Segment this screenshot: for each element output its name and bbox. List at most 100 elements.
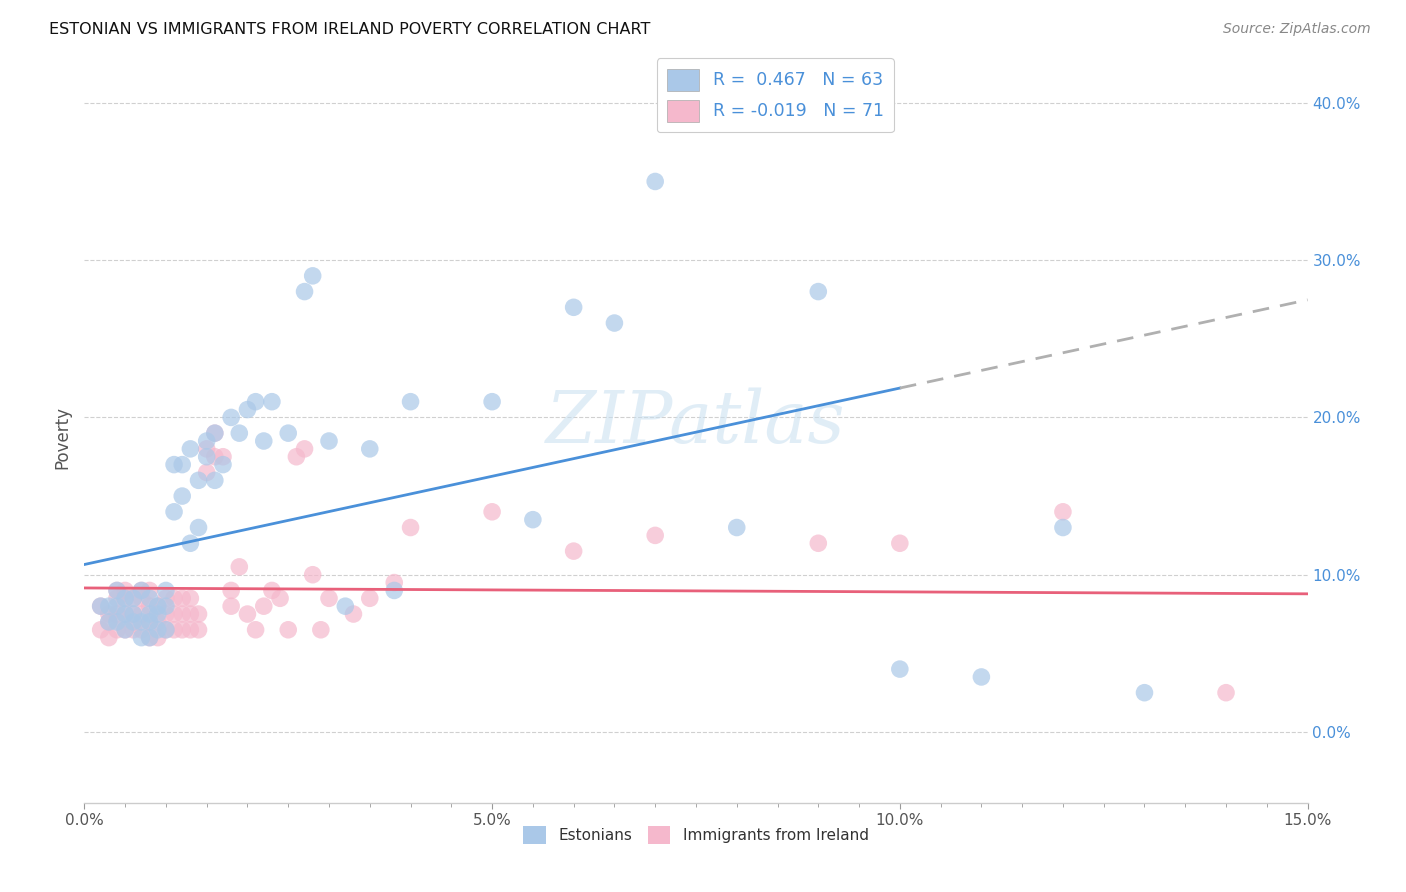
Point [212,458,235,472]
Point [562,301,585,315]
Legend: Estonians, Immigrants from Ireland: Estonians, Immigrants from Ireland [517,820,875,850]
Point [122,607,145,621]
Point [342,607,364,621]
Point [807,285,830,299]
Point [253,434,276,448]
Point [335,599,357,614]
Point [122,591,145,606]
Point [277,623,299,637]
Point [131,607,153,621]
Point [644,528,666,542]
Point [163,505,186,519]
Point [172,623,194,637]
Point [172,458,194,472]
Point [204,426,226,441]
Point [138,607,160,621]
Point [138,615,160,629]
Point [301,567,323,582]
Point [1215,686,1237,700]
Point [172,489,194,503]
Point [179,607,201,621]
Point [204,426,226,441]
Point [187,520,209,534]
Point [122,615,145,629]
Point [163,458,186,472]
Point [97,615,120,629]
Point [294,285,316,299]
Point [155,607,177,621]
Point [138,615,160,629]
Point [97,615,120,629]
Point [138,631,160,645]
Point [399,520,422,534]
Point [253,599,276,614]
Point [146,615,169,629]
Point [105,623,128,637]
Point [644,174,666,188]
Point [105,591,128,606]
Point [195,450,218,464]
Point [195,442,218,456]
Text: ZIPatlas: ZIPatlas [546,387,846,458]
Point [260,394,283,409]
Point [399,394,422,409]
Point [146,607,169,621]
Point [122,591,145,606]
Point [131,583,153,598]
Point [131,631,153,645]
Point [172,591,194,606]
Point [131,591,153,606]
Point [236,402,259,417]
Point [122,623,145,637]
Point [187,607,209,621]
Point [204,473,226,487]
Point [382,583,405,598]
Point [970,670,993,684]
Point [179,623,201,637]
Point [105,583,128,598]
Point [179,536,201,550]
Y-axis label: Poverty: Poverty [53,406,72,468]
Point [277,426,299,441]
Point [122,607,145,621]
Point [105,607,128,621]
Point [219,599,242,614]
Point [1052,505,1074,519]
Point [807,536,830,550]
Point [228,426,250,441]
Point [309,623,332,637]
Point [155,623,177,637]
Point [146,599,169,614]
Point [105,615,128,629]
Point [138,631,160,645]
Point [90,599,112,614]
Point [90,623,112,637]
Point [481,505,503,519]
Point [228,559,250,574]
Point [138,591,160,606]
Point [90,599,112,614]
Point [301,268,323,283]
Point [562,544,585,558]
Point [131,623,153,637]
Point [114,607,136,621]
Point [172,607,194,621]
Point [725,520,748,534]
Point [285,450,308,464]
Point [146,599,169,614]
Point [138,599,160,614]
Point [236,607,259,621]
Point [245,623,267,637]
Point [114,607,136,621]
Point [163,623,186,637]
Point [318,434,340,448]
Point [1052,520,1074,534]
Point [219,410,242,425]
Point [359,442,381,456]
Point [481,394,503,409]
Point [114,623,136,637]
Point [114,591,136,606]
Point [163,607,186,621]
Point [889,662,911,676]
Point [155,591,177,606]
